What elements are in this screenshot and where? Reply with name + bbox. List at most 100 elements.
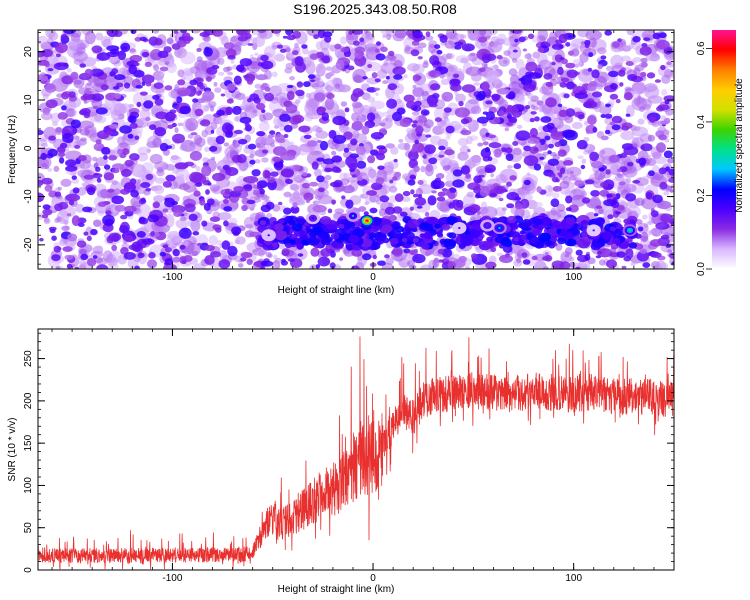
spectrogram-noise-blob [359,106,366,111]
spectrogram-noise-blob [347,65,355,71]
spectrogram-noise-blob [366,87,377,93]
spectrogram-noise-blob [513,163,522,170]
spectrogram-noise-blob [332,134,347,144]
signal-band-blob [423,223,434,232]
spectrogram-noise-blob [134,135,140,141]
spectrogram-noise-blob [226,98,234,104]
spectrogram-y-tick-label: 20 [23,46,34,58]
spectrogram-noise-blob [527,72,542,79]
spectrogram-noise-blob [48,31,59,41]
spectrogram-noise-blob [648,220,653,225]
spectrogram-noise-blob [505,153,514,161]
spectrogram-noise-blob [163,46,172,53]
spectrogram-noise-blob [581,197,591,204]
spectrogram-noise-blob [326,93,335,100]
spectrogram-noise-blob [256,131,266,137]
spectrogram-noise-blob [588,52,594,58]
spectrogram-noise-blob [172,133,185,144]
spectrogram-noise-blob [476,116,489,124]
spectrogram-noise-blob [388,185,398,193]
spectrogram-noise-blob [577,155,584,160]
spectrogram-noise-blob [225,106,233,116]
spectrogram-noise-blob [145,173,154,181]
spectrogram-noise-blob [313,34,320,40]
spectrogram-noise-blob [144,61,152,67]
spectrogram-noise-blob [408,264,417,269]
spectrogram-noise-blob [668,177,674,183]
spectrogram-noise-blob [111,68,119,75]
spectrogram-noise-blob [179,144,188,151]
spectrogram-noise-blob [63,30,76,35]
spectrogram-noise-blob [414,100,422,107]
spectrogram-noise-blob [555,39,563,45]
spectrogram-noise-blob [110,48,120,55]
spectrogram-noise-blob [324,35,332,43]
spectrogram-noise-blob [123,252,136,260]
signal-band-blob [293,230,300,235]
spectrogram-noise-blob [482,156,490,162]
spectrogram-noise-blob [47,148,58,157]
spectrogram-noise-blob [129,153,140,161]
spectrogram-noise-blob [546,122,555,130]
signal-band-blob [407,218,420,229]
spectrogram-noise-blob [630,210,637,216]
spectrogram-noise-blob [40,152,47,160]
spectrogram-noise-blob [441,248,453,258]
spectrogram-noise-blob [65,193,81,202]
spectrogram-noise-blob [212,30,224,37]
spectrogram-noise-blob [164,85,173,91]
spectrogram-noise-blob [240,103,246,109]
signal-band-blob [382,237,390,244]
spectrogram-noise-blob [606,259,617,269]
spectrogram-noise-blob [128,115,137,124]
spectrogram-noise-blob [589,151,599,162]
spectrogram-noise-blob [565,207,572,212]
spectrogram-noise-blob [91,65,97,70]
spectrogram-noise-blob [606,193,613,198]
spectrogram-noise-blob [243,74,250,79]
spectrogram-noise-blob [428,103,438,108]
spectrogram-noise-blob [85,90,93,95]
spectrogram-noise-blob [217,165,222,171]
spectrogram-noise-blob [375,177,385,185]
spectrogram-noise-blob [522,48,528,52]
spectrogram-noise-blob [149,124,157,131]
spectrogram-noise-blob [167,124,174,129]
spectrogram-noise-blob [171,201,179,206]
spectrogram-noise-blob [344,107,350,113]
spectrogram-noise-blob [394,193,404,203]
spectrogram-noise-blob [410,189,415,195]
signal-band-blob [460,235,474,246]
spectrogram-noise-blob [217,57,225,65]
spectrogram-noise-blob [249,159,256,165]
signal-peak [351,214,355,217]
spectrogram-noise-blob [187,133,194,139]
spectrogram-noise-blob [179,105,191,115]
spectrogram-noise-blob [498,110,505,117]
spectrogram-noise-blob [97,201,107,207]
spectrogram-noise-blob [312,204,327,213]
spectrogram-noise-blob [51,121,59,127]
spectrogram-noise-blob [431,164,438,170]
spectrogram-noise-blob [617,204,625,211]
spectrogram-noise-blob [512,49,518,53]
spectrogram-noise-blob [312,83,320,90]
spectrogram-noise-blob [38,212,44,220]
spectrogram-noise-blob [452,259,466,268]
spectrogram-noise-blob [657,104,670,111]
spectrogram-noise-blob [608,70,619,78]
signal-band-blob [521,219,533,228]
spectrogram-noise-blob [289,141,294,146]
spectrogram-noise-blob [660,64,666,71]
spectrogram-noise-blob [584,254,591,261]
spectrogram-noise-blob [232,139,240,148]
spectrogram-noise-blob [223,198,229,204]
spectrogram-noise-blob [54,217,60,224]
spectrogram-noise-blob [141,81,146,86]
spectrogram-noise-blob [183,36,191,44]
spectrogram-noise-blob [106,30,119,38]
spectrogram-noise-blob [540,116,552,123]
spectrogram-noise-blob [133,70,145,78]
signal-band-blob [286,215,298,225]
spectrogram-noise-blob [154,127,167,137]
